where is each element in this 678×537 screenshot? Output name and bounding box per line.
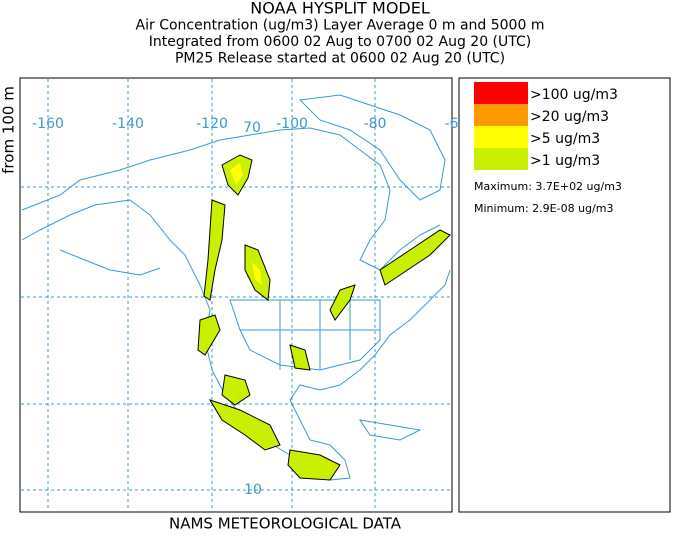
lon-label: -160 xyxy=(32,116,64,132)
legend-labels: >100 ug/m3 >20 ug/m3 >5 ug/m3 >1 ug/m3 xyxy=(530,87,618,169)
subtitle: PM25 Release started at 0600 02 Aug 20 (… xyxy=(175,51,505,67)
lon-label: -100 xyxy=(276,116,308,132)
lat-labels: 70 10 xyxy=(243,120,262,498)
subtitle: Integrated from 0600 02 Aug to 0700 02 A… xyxy=(149,34,532,50)
lon-label: -80 xyxy=(364,116,387,132)
title: NOAA HYSPLIT MODEL xyxy=(250,0,430,18)
legend-label: >1 ug/m3 xyxy=(530,153,600,169)
plumes xyxy=(197,154,451,481)
subtitle: Air Concentration (ug/m3) Layer Average … xyxy=(136,18,545,34)
lon-label: -120 xyxy=(196,116,228,132)
legend-maximum: Maximum: 3.7E+02 ug/m3 xyxy=(474,180,622,193)
lon-label: -140 xyxy=(112,116,144,132)
legend-label: >20 ug/m3 xyxy=(530,109,609,125)
lat-label: 70 xyxy=(243,120,261,136)
legend-label: >5 ug/m3 xyxy=(530,131,600,147)
legend-swatches xyxy=(474,82,528,170)
footer: NAMS METEOROLOGICAL DATA xyxy=(169,515,402,533)
grid xyxy=(21,79,451,511)
lat-label: 10 xyxy=(244,482,262,498)
side-label: from 100 m xyxy=(0,86,18,174)
map-frame xyxy=(19,77,453,513)
legend-minimum: Minimum: 2.9E-08 ug/m3 xyxy=(474,202,613,215)
legend-label: >100 ug/m3 xyxy=(530,87,618,103)
